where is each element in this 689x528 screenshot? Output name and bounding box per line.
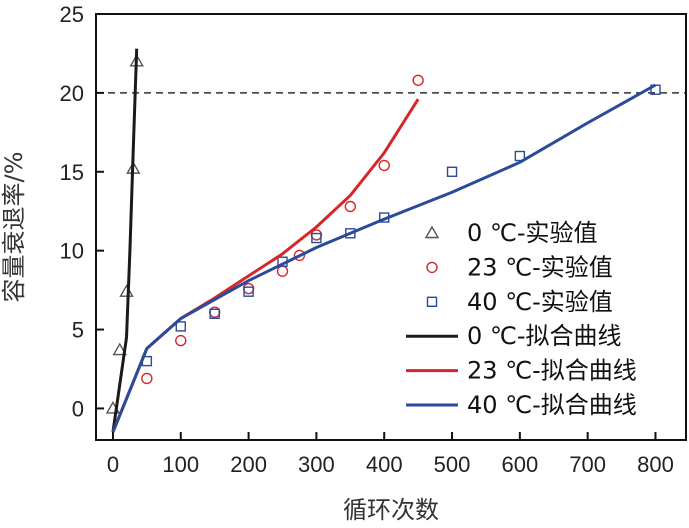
x-tick-label: 200 — [230, 452, 267, 477]
legend-swatch-2 — [426, 296, 438, 307]
data-point — [311, 232, 322, 244]
legend-label-4: 23 ℃-拟合曲线 — [467, 357, 637, 385]
x-tick-label: 400 — [366, 452, 403, 477]
data-point — [345, 228, 356, 239]
legend-label-2: 40 ℃-实验值 — [467, 288, 613, 316]
x-tick-label: 600 — [501, 452, 538, 477]
fit-curve-4 — [111, 98, 420, 433]
y-tick-label: 0 — [72, 396, 84, 421]
data-point — [276, 265, 289, 277]
legend-label-5: 40 ℃-拟合曲线 — [467, 391, 637, 419]
x-tick-label: 300 — [298, 452, 335, 477]
series-5 — [111, 83, 657, 433]
series-3 — [111, 48, 139, 433]
legend-label-0: 0 ℃-实验值 — [467, 219, 598, 247]
data-point — [175, 321, 186, 332]
y-axis-title: 容量衰退率/% — [0, 152, 28, 303]
legend-label-3: 0 ℃-拟合曲线 — [467, 322, 622, 350]
data-point — [514, 150, 526, 162]
x-tick-label: 100 — [162, 452, 199, 477]
data-point — [119, 284, 134, 297]
x-tick-label: 800 — [637, 452, 674, 477]
data-point — [243, 286, 254, 297]
y-tick-label: 10 — [60, 239, 84, 264]
legend-swatch-1 — [426, 261, 438, 274]
y-tick-label: 15 — [60, 160, 84, 185]
x-tick-label: 500 — [434, 452, 471, 477]
data-point — [344, 200, 357, 213]
series-4 — [111, 98, 420, 433]
series-1 — [141, 74, 424, 385]
legend: 0 ℃-实验值 23 ℃-实验值 40 ℃-实验值 0 ℃-拟合曲线 23 ℃-拟合曲线… — [406, 219, 637, 419]
fit-curve-3 — [111, 48, 139, 433]
plot-frame — [95, 13, 687, 441]
legend-swatch-0 — [424, 225, 440, 239]
data-point — [378, 159, 390, 172]
data-point — [141, 372, 153, 385]
data-point — [112, 342, 127, 356]
data-point — [293, 249, 306, 262]
data-point — [446, 166, 458, 177]
x-tick-label: 700 — [569, 452, 606, 477]
data-point — [209, 308, 220, 319]
data-point — [412, 74, 424, 86]
data-point — [175, 334, 187, 347]
y-tick-label: 25 — [60, 2, 84, 27]
series-layer — [105, 48, 661, 433]
x-axis-title: 循环次数 — [343, 496, 439, 524]
y-tick-label: 5 — [72, 318, 84, 343]
x-tick-label: 0 — [107, 452, 119, 477]
data-point — [242, 282, 255, 295]
legend-label-1: 23 ℃-实验值 — [467, 253, 613, 281]
axis-layer: 0 100 200 300 400 500 600 700 800 0 5 10 15 20 25 — [60, 2, 674, 477]
y-tick-label: 20 — [60, 81, 84, 106]
fit-curve-5 — [111, 83, 657, 433]
